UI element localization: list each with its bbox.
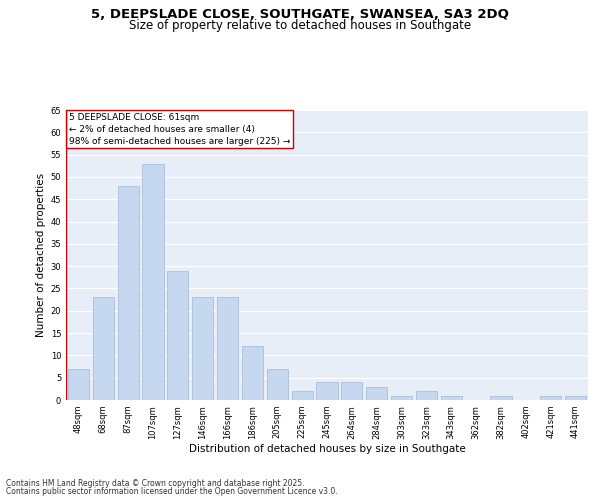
Bar [167, 270, 188, 400]
Bar [490, 396, 512, 400]
Text: Contains public sector information licensed under the Open Government Licence v3: Contains public sector information licen… [6, 487, 338, 496]
Text: 5, DEEPSLADE CLOSE, SOUTHGATE, SWANSEA, SA3 2DQ: 5, DEEPSLADE CLOSE, SOUTHGATE, SWANSEA, … [91, 8, 509, 20]
Bar [416, 391, 437, 400]
Text: 5 DEEPSLADE CLOSE: 61sqm
← 2% of detached houses are smaller (4)
98% of semi-det: 5 DEEPSLADE CLOSE: 61sqm ← 2% of detache… [68, 113, 290, 146]
Bar [341, 382, 362, 400]
Bar [267, 369, 288, 400]
Bar [118, 186, 139, 400]
X-axis label: Distribution of detached houses by size in Southgate: Distribution of detached houses by size … [188, 444, 466, 454]
Bar [68, 369, 89, 400]
Bar [391, 396, 412, 400]
Bar [366, 386, 387, 400]
Bar [565, 396, 586, 400]
Bar [540, 396, 561, 400]
Bar [242, 346, 263, 400]
Bar [93, 298, 114, 400]
Bar [192, 298, 213, 400]
Text: Contains HM Land Registry data © Crown copyright and database right 2025.: Contains HM Land Registry data © Crown c… [6, 478, 305, 488]
Y-axis label: Number of detached properties: Number of detached properties [37, 173, 46, 337]
Bar [217, 298, 238, 400]
Text: Size of property relative to detached houses in Southgate: Size of property relative to detached ho… [129, 19, 471, 32]
Bar [441, 396, 462, 400]
Bar [142, 164, 164, 400]
Bar [316, 382, 338, 400]
Bar [292, 391, 313, 400]
